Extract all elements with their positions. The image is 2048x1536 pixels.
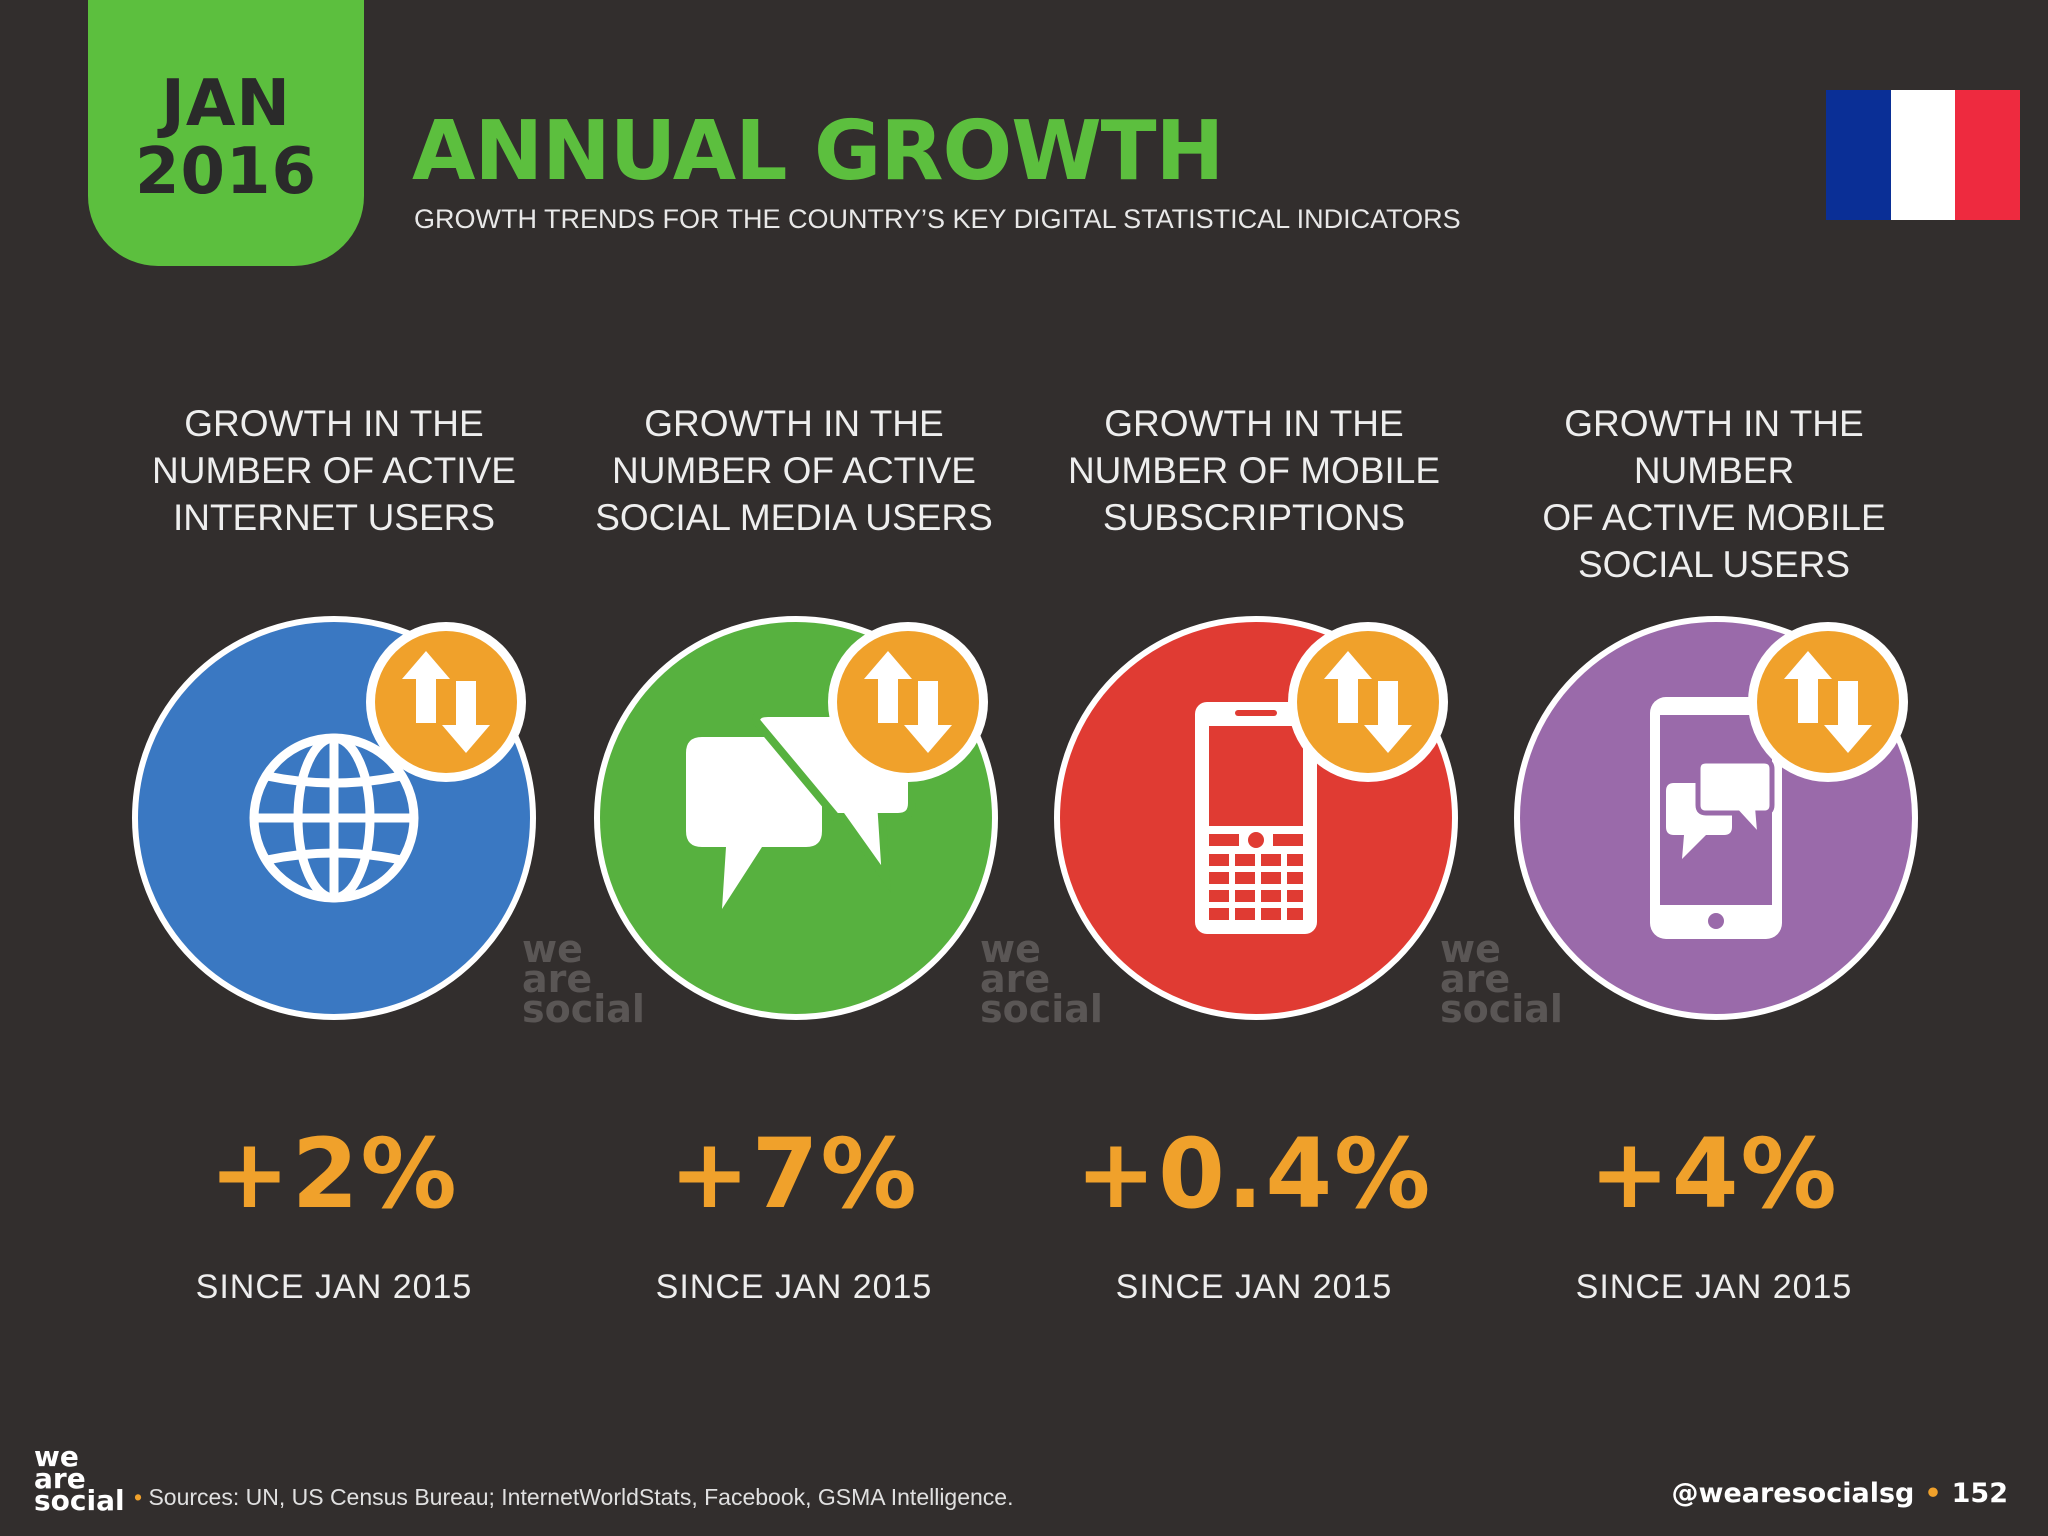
date-year: 2016 [134, 135, 318, 209]
stat-icon-group [594, 616, 998, 1020]
watermark-line: social [980, 987, 1103, 1031]
footer-logo-line: we [34, 1440, 79, 1473]
footer-bullet: • [134, 1484, 143, 1510]
stat-heading-line: GROWTH IN THE NUMBER [1564, 403, 1864, 491]
watermark-line: are [1440, 957, 1511, 1001]
footer-logo-line: social [34, 1484, 125, 1517]
stat-heading: GROWTH IN THE NUMBER OF ACTIVE MOBILE SO… [1494, 400, 1934, 588]
flag-stripe-blue [1826, 90, 1891, 220]
sources-text: • Sources: UN, US Census Bureau; Interne… [134, 1484, 1014, 1511]
date-month: JAN [161, 67, 291, 141]
growth-badge [828, 622, 988, 782]
up-down-arrows-icon [1784, 651, 1872, 753]
stat-heading: GROWTH IN THE NUMBER OF ACTIVE SOCIAL ME… [574, 400, 1014, 541]
date-badge: JAN 2016 [88, 0, 364, 266]
smartphone-chat-icon [1650, 697, 1782, 939]
france-flag-icon [1826, 90, 2021, 220]
social-handle: @wearesocialsg [1671, 1478, 1915, 1509]
stat-heading-line: SOCIAL USERS [1577, 544, 1851, 585]
growth-badge [1288, 622, 1448, 782]
watermark-logo: we are social [522, 927, 645, 1031]
stat-icon-group [1514, 616, 1918, 1020]
stat-heading-line: OF ACTIVE MOBILE [1542, 497, 1886, 538]
growth-badge [366, 622, 526, 782]
page-title: ANNUAL GROWTH [412, 104, 1224, 199]
stat-value: +7% [669, 1118, 919, 1230]
growth-badge [1748, 622, 1908, 782]
stat-heading-line: GROWTH IN THE [184, 403, 484, 444]
page-number: 152 [1951, 1478, 2008, 1509]
watermark-line: we [980, 927, 1041, 971]
watermark-line: we [522, 927, 583, 971]
stat-value: +2% [209, 1118, 459, 1230]
stat-heading: GROWTH IN THE NUMBER OF MOBILE SUBSCRIPT… [1034, 400, 1474, 541]
stat-heading-line: GROWTH IN THE [1104, 403, 1404, 444]
watermark-line: are [980, 957, 1051, 1001]
page-subtitle: GROWTH TRENDS FOR THE COUNTRY’S KEY DIGI… [414, 204, 1461, 234]
stat-circle [1514, 616, 1918, 1020]
stat-heading-line: NUMBER OF ACTIVE [152, 450, 516, 491]
footer-bullet: • [1924, 1478, 1942, 1509]
watermark-line: social [1440, 987, 1563, 1031]
flag-stripe-white [1890, 90, 1956, 220]
sources-label: Sources: UN, US Census Bureau; InternetW… [148, 1484, 1014, 1510]
stat-circle [1054, 616, 1458, 1020]
stat-icon-group [132, 616, 536, 1020]
stat-value: +0.4% [1075, 1118, 1433, 1230]
stat-since: SINCE JAN 2015 [195, 1268, 473, 1306]
globe-icon [249, 733, 419, 903]
stat-since: SINCE JAN 2015 [1115, 1268, 1393, 1306]
stat-heading: GROWTH IN THE NUMBER OF ACTIVE INTERNET … [114, 400, 554, 541]
watermark-line: are [522, 957, 593, 1001]
stat-heading-line: NUMBER OF MOBILE [1067, 450, 1441, 491]
flag-stripe-red [1955, 90, 2021, 220]
stat-heading-line: INTERNET USERS [172, 497, 496, 538]
stat-since: SINCE JAN 2015 [1575, 1268, 1853, 1306]
stat-heading-line: GROWTH IN THE [644, 403, 944, 444]
footer-handle: @wearesocialsg • 152 [1672, 1478, 2009, 1509]
stat-heading-line: NUMBER OF ACTIVE [612, 450, 976, 491]
watermark-line: social [522, 987, 645, 1031]
stat-heading-line: SUBSCRIPTIONS [1102, 497, 1406, 538]
watermark-logo: we are social [980, 927, 1103, 1031]
watermark-logo: we are social [1440, 927, 1563, 1031]
watermark-line: we [1440, 927, 1501, 971]
stat-since: SINCE JAN 2015 [655, 1268, 933, 1306]
stat-value: +4% [1589, 1118, 1839, 1230]
up-down-arrows-icon [1324, 651, 1412, 753]
stat-heading-line: SOCIAL MEDIA USERS [595, 497, 993, 538]
mobile-phone-icon [1195, 702, 1317, 934]
stat-icon-group [1054, 616, 1458, 1020]
footer-logo-line: are [34, 1462, 86, 1495]
up-down-arrows-icon [402, 651, 490, 753]
up-down-arrows-icon [864, 651, 952, 753]
footer-logo: we are social [34, 1440, 125, 1517]
